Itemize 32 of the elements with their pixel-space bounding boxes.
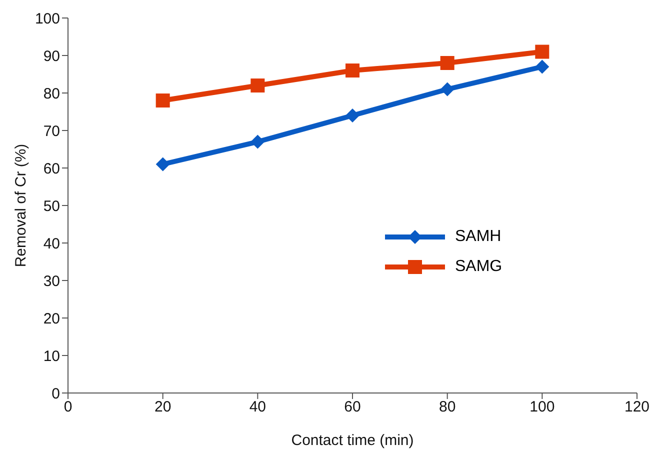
x-tick-label: 60	[344, 398, 361, 416]
point	[535, 44, 550, 59]
y-tick-label: 70	[43, 122, 60, 140]
y-tick-label: 80	[43, 85, 60, 102]
x-tick-label: 0	[64, 398, 72, 416]
point	[346, 64, 360, 78]
point	[156, 157, 170, 172]
point	[250, 134, 265, 149]
y-tick-label: 20	[43, 310, 60, 328]
point	[535, 60, 550, 74]
legend-label: SAMH	[455, 228, 502, 246]
y-tick-label: 60	[43, 160, 60, 178]
x-axis-title: Contact time (min)	[291, 432, 414, 449]
point	[440, 56, 454, 70]
x-tick-label: 100	[530, 398, 555, 416]
point	[440, 82, 454, 96]
point	[156, 94, 170, 108]
legend-label: SAMG	[455, 258, 502, 276]
x-tick-label: 120	[624, 398, 650, 416]
y-tick-label: 30	[43, 272, 60, 290]
point	[346, 108, 360, 122]
y-tick-label: 10	[43, 348, 60, 365]
y-tick-label: 100	[34, 10, 60, 28]
y-axis-title: Removal of Cr (%)	[12, 144, 30, 268]
point	[250, 78, 265, 92]
y-tick-label: 40	[43, 235, 60, 252]
x-tick-label: 20	[154, 398, 172, 416]
x-tick-label: 80	[438, 398, 456, 416]
y-tick-label: 50	[43, 198, 60, 215]
y-tick-label: 0	[52, 385, 60, 402]
x-tick-label: 40	[249, 398, 266, 416]
y-tick-label: 90	[43, 48, 60, 65]
